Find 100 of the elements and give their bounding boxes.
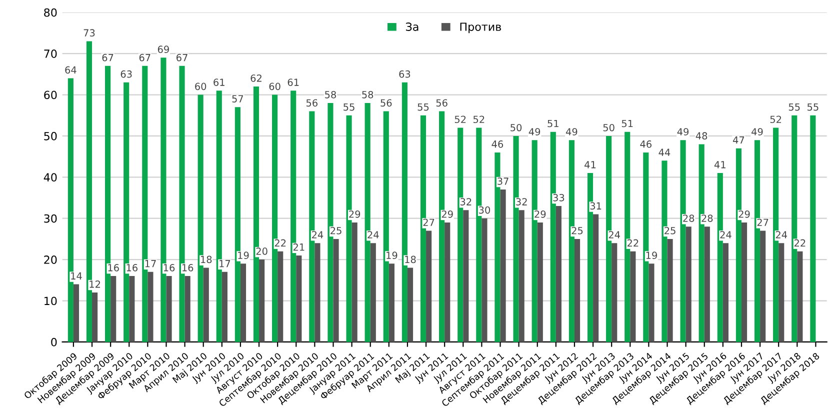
data-label: 41 <box>714 161 726 168</box>
data-label: 12 <box>90 280 100 288</box>
data-label: 24 <box>608 231 620 238</box>
data-label: 51 <box>622 120 633 128</box>
bar <box>574 238 580 342</box>
bar <box>110 276 116 342</box>
bar <box>129 276 135 342</box>
data-label: 61 <box>214 78 224 86</box>
data-label: 56 <box>436 99 448 107</box>
data-label: 32 <box>516 198 527 206</box>
data-label: 67 <box>176 54 188 62</box>
data-label: 55 <box>788 103 800 111</box>
data-label: 49 <box>677 128 689 136</box>
bar <box>296 255 302 342</box>
data-label: 29 <box>442 210 453 218</box>
data-label: 22 <box>794 239 806 247</box>
data-label: 58 <box>325 90 336 98</box>
bar <box>370 243 376 342</box>
data-label: 57 <box>232 95 244 102</box>
data-label: 17 <box>220 260 230 268</box>
data-label: 50 <box>603 124 614 132</box>
y-tick-label: 30 <box>44 214 57 223</box>
data-label: 58 <box>362 90 374 98</box>
data-label: 29 <box>534 210 546 218</box>
data-label: 49 <box>752 128 763 136</box>
data-label: 60 <box>195 82 206 90</box>
data-label: 22 <box>274 239 286 247</box>
bar <box>612 243 618 342</box>
y-tick-label: 40 <box>44 173 57 182</box>
bar <box>686 226 692 342</box>
data-label: 63 <box>120 70 132 78</box>
data-label: 24 <box>312 231 324 238</box>
bar <box>760 230 766 342</box>
data-label: 21 <box>293 243 304 251</box>
data-label: 49 <box>528 128 540 136</box>
bar <box>630 251 636 342</box>
data-label: 31 <box>590 202 602 210</box>
data-label: 20 <box>256 248 268 255</box>
bar <box>426 230 432 342</box>
bar <box>407 268 414 342</box>
data-label: 18 <box>405 256 416 264</box>
bar <box>203 268 209 342</box>
y-tick-label: 60 <box>44 90 57 100</box>
data-label: 56 <box>306 99 318 107</box>
data-label: 52 <box>473 116 484 124</box>
data-label: 18 <box>201 256 212 264</box>
y-tick-label: 70 <box>44 50 57 58</box>
data-label: 73 <box>84 29 95 37</box>
data-label: 48 <box>696 132 708 140</box>
data-label: 28 <box>683 214 694 222</box>
data-label: 69 <box>158 46 169 54</box>
data-label: 67 <box>139 54 150 62</box>
data-label: 33 <box>553 194 564 202</box>
data-label: 16 <box>108 264 119 272</box>
y-tick-label: 0 <box>51 338 57 346</box>
data-label: 16 <box>164 264 175 272</box>
data-label: 25 <box>572 226 583 234</box>
data-label: 61 <box>288 78 299 86</box>
bar <box>537 222 543 342</box>
data-label: 19 <box>646 252 657 260</box>
bar <box>222 272 228 342</box>
data-label: 60 <box>269 82 280 90</box>
data-label: 24 <box>776 231 788 238</box>
data-label: 32 <box>460 198 472 206</box>
bar <box>482 218 488 342</box>
data-label: 52 <box>770 116 782 124</box>
data-label: 25 <box>330 226 342 234</box>
data-label: 50 <box>510 124 522 132</box>
data-label: 56 <box>380 99 392 107</box>
data-label: 19 <box>238 252 249 260</box>
data-label: 51 <box>548 120 558 128</box>
bar <box>166 276 172 342</box>
data-label: 30 <box>479 206 490 214</box>
data-label: 29 <box>349 210 360 218</box>
data-label: 55 <box>807 103 818 111</box>
bar <box>593 214 599 342</box>
data-label: 28 <box>702 214 713 222</box>
bar <box>388 264 394 342</box>
legend-label: Против <box>460 22 502 34</box>
bar <box>73 284 80 342</box>
data-label: 14 <box>71 272 82 280</box>
data-label: 16 <box>126 264 138 272</box>
data-label: 67 <box>102 54 114 62</box>
bar <box>184 276 190 342</box>
data-label: 27 <box>757 218 768 226</box>
data-label: 44 <box>658 148 670 156</box>
data-label: 64 <box>65 66 76 74</box>
y-tick-label: 10 <box>44 296 57 306</box>
data-label: 25 <box>664 226 676 234</box>
data-label: 41 <box>584 161 596 168</box>
bar <box>240 264 246 342</box>
bar <box>148 272 154 342</box>
data-label: 63 <box>399 70 410 78</box>
bar <box>500 190 506 342</box>
data-label: 47 <box>732 136 744 144</box>
bar <box>333 238 339 342</box>
data-label: 16 <box>182 264 194 272</box>
bar <box>778 243 784 342</box>
bar <box>667 238 673 342</box>
legend-label: За <box>406 22 418 31</box>
